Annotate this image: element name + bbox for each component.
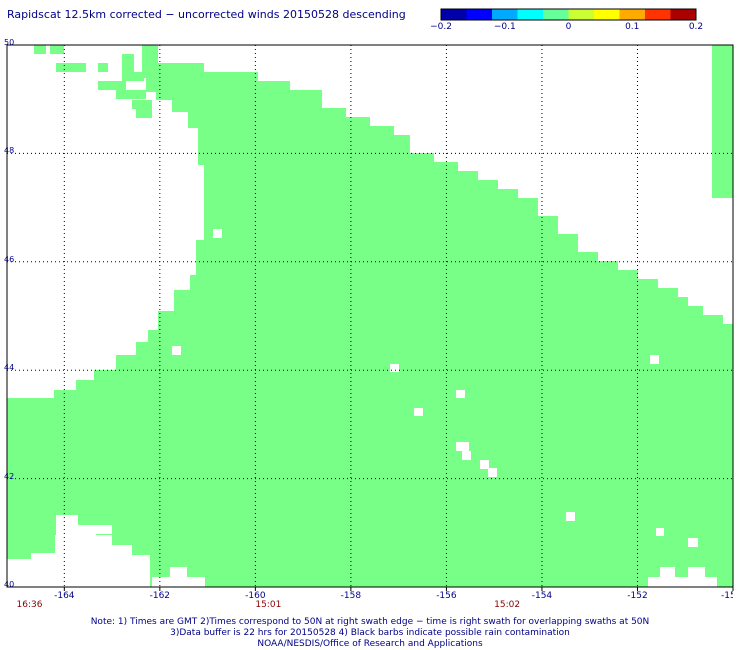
x-tick-label: -150: [721, 591, 733, 601]
data-gap: [414, 408, 423, 416]
swath-patch: [50, 45, 64, 54]
data-gap: [656, 528, 664, 536]
colorbar-tick-label: 0.1: [625, 22, 640, 32]
swath-patch: [7, 535, 55, 553]
data-gap: [172, 346, 181, 355]
swath-patch: [98, 63, 108, 72]
swath-patch: [7, 553, 31, 559]
y-tick-label: 46: [4, 254, 15, 264]
colorbar-segment: [543, 9, 569, 20]
x-tick-label: -160: [245, 591, 266, 601]
colorbar-tick-label: 0.2: [688, 22, 704, 32]
swath-patch: [56, 63, 86, 72]
data-gap: [456, 442, 469, 451]
y-tick-label: 48: [4, 146, 15, 156]
data-gap: [390, 364, 399, 372]
y-tick-label: 42: [4, 471, 15, 481]
swath-patch: [712, 45, 733, 198]
data-gap: [480, 460, 489, 469]
colorbar-segment: [517, 9, 544, 20]
data-gap: [96, 525, 112, 534]
y-tick-label: 50: [4, 38, 15, 47]
swath-patch: [34, 45, 46, 54]
swath-time-label: 15:02: [494, 600, 521, 610]
data-gap: [462, 451, 471, 460]
y-tick-label: 44: [4, 363, 15, 373]
swath-time-label: 15:01: [255, 600, 282, 610]
swath-patch: [132, 100, 152, 109]
colorbar-segment: [441, 9, 467, 20]
x-tick-label: -158: [340, 591, 362, 601]
data-gap: [488, 468, 497, 477]
x-tick-label: -152: [627, 591, 648, 601]
colorbar-tick-label: −0.2: [430, 22, 452, 32]
colorbar-segment: [568, 9, 595, 20]
data-gap: [650, 355, 659, 364]
footer-note-line2: 3)Data buffer is 22 hrs for 20150528 4) …: [170, 628, 570, 638]
colorbar-segment: [645, 9, 671, 20]
colorbar-segment: [619, 9, 646, 20]
swath-patch: [116, 90, 146, 99]
x-tick-label: -164: [54, 591, 75, 601]
colorbar-tick-label: −0.1: [493, 22, 516, 32]
x-tick-label: -162: [149, 591, 171, 601]
footer-credit: NOAA/NESDIS/Office of Research and Appli…: [257, 639, 483, 649]
colorbar-segment: [670, 9, 697, 20]
colorbar-segment: [466, 9, 493, 20]
x-tick-label: -154: [531, 591, 553, 601]
swath-time-label: 16:36: [16, 600, 43, 610]
swath-patch: [136, 109, 152, 118]
swath-patch: [126, 72, 144, 81]
colorbar-segment: [492, 9, 518, 20]
data-gap: [688, 538, 698, 547]
swath-patch: [98, 81, 106, 90]
plot-frame: [6, 44, 734, 588]
swath-patch: [104, 81, 126, 90]
footer-note-line1: Note: 1) Times are GMT 2)Times correspon…: [90, 617, 650, 627]
x-tick-label: -156: [436, 591, 457, 601]
colorbar-frame: [440, 8, 697, 21]
colorbar-segment: [594, 9, 620, 20]
data-gap: [213, 229, 222, 238]
data-gap: [56, 515, 78, 524]
chart-title: Rapidscat 12.5km corrected − uncorrected…: [7, 8, 406, 21]
colorbar-tick-label: 0: [565, 22, 572, 32]
y-tick-label: 40: [4, 580, 15, 589]
data-gap: [566, 512, 575, 521]
swath-main: [7, 45, 733, 587]
data-gap: [456, 390, 465, 398]
